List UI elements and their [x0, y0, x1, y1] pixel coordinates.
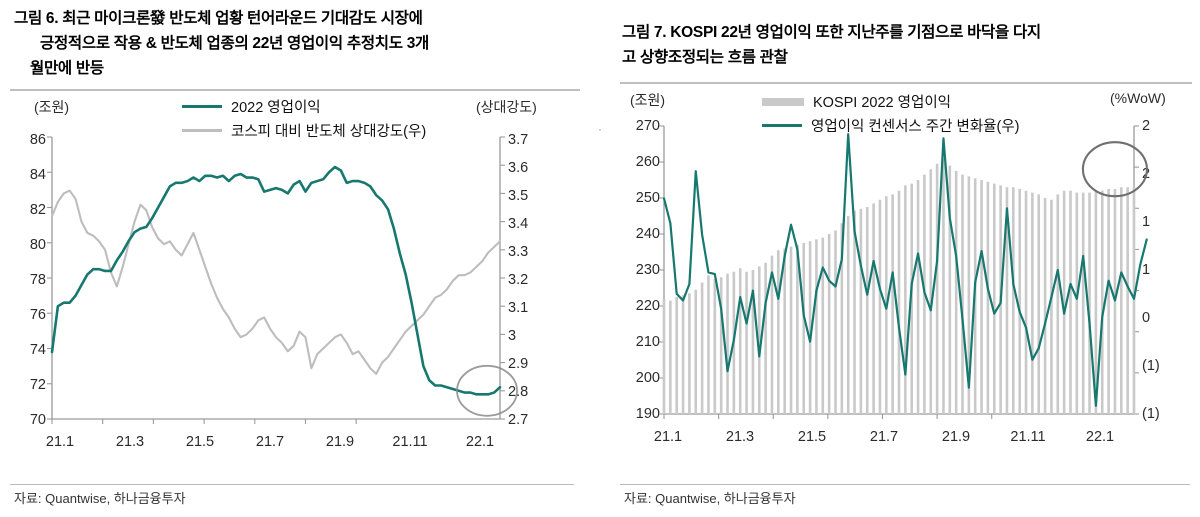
figure-6-plot — [47, 136, 518, 425]
figure-7-plot — [659, 125, 1148, 420]
figure-7-y2tick-3: 1 — [1142, 262, 1151, 279]
figure-7-y2tick-0: (1) — [1142, 406, 1160, 423]
figure-6-xtick-2: 21.5 — [185, 434, 215, 451]
figure-6-ytick-74: 74 — [29, 342, 46, 359]
figure-6-y2tick-2.9: 2.9 — [508, 356, 529, 373]
figure-6-y2tick-3.1: 3.1 — [508, 300, 529, 317]
figure-7-xtick-3: 21.7 — [869, 429, 899, 446]
legend-bar-gray-icon — [762, 97, 804, 106]
figure-6-title-divider — [10, 89, 580, 92]
legend-line-teal-icon — [762, 124, 802, 128]
figure-7-source-divider — [620, 483, 1190, 485]
legend-line-teal-icon — [182, 105, 222, 109]
figure-6-title-line2: 긍정적으로 작용 & 반도체 업종의 22년 영업이익 추정치도 3개 — [40, 35, 429, 53]
figure-6-xtick-5: 21.11 — [392, 434, 428, 451]
figure-6-legend-item-0: 2022 영업이익 — [182, 96, 321, 117]
figure-6-xtick-6: 22.1 — [465, 434, 495, 451]
figure-6-ytick-72: 72 — [29, 377, 46, 394]
figure-6-ytick-84: 84 — [29, 167, 46, 184]
figure-6-y2tick-3.5: 3.5 — [508, 188, 529, 205]
figure-7-xtick-0: 21.1 — [653, 429, 683, 446]
figure-7-source: 자료: Quantwise, 하나금융투자 — [624, 491, 796, 506]
figure-7-title: 그림 7. KOSPI 22년 영업이익 또한 지난주를 기점으로 바닥을 다지… — [612, 0, 1200, 70]
figure-7-y2tick-4: 1 — [1142, 214, 1151, 231]
figure-6-legend-label-0: 2022 영업이익 — [231, 100, 321, 117]
figure-7-xtick-2: 21.5 — [797, 429, 827, 446]
figure-6-title-line1: 그림 6. 최근 마이크론發 반도체 업황 턴어라운드 기대감도 시장에 — [14, 10, 423, 27]
figure-7-ytick-240: 240 — [635, 226, 660, 243]
figure-7-xtick-5: 21.11 — [1010, 429, 1046, 446]
figure-7-left-axis-unit: (조원) — [630, 92, 666, 109]
figure-6-xtick-3: 21.7 — [255, 434, 285, 451]
figure-7-xtick-4: 21.9 — [941, 429, 971, 446]
figure-6-source: 자료: Quantwise, 하나금융투자 — [14, 491, 186, 506]
figure-6-y2tick-3.6: 3.6 — [508, 160, 529, 177]
figure-6-ytick-78: 78 — [29, 272, 46, 289]
figure-7-ytick-210: 210 — [635, 334, 660, 351]
figure-7-panel: 그림 7. KOSPI 22년 영업이익 또한 지난주를 기점으로 바닥을 다지… — [612, 0, 1200, 517]
figure-7-legend-item-1: 영업이익 컨센서스 주간 변화율(우) — [762, 115, 1020, 136]
figure-6-legend-item-1: 코스피 대비 반도체 상대강도(우) — [182, 120, 426, 141]
figure-7-legend-item-0: KOSPI 2022 영업이익 — [762, 91, 951, 112]
figure-6-source-divider — [10, 483, 574, 485]
figure-7-xtick-1: 21.3 — [725, 429, 755, 446]
figure-7-chart: (조원) (%WoW) KOSPI 2022 영업이익 영업이익 컨센서스 주간… — [612, 86, 1200, 445]
figure-6-left-axis-unit: (조원) — [34, 99, 70, 116]
figure-7-legend-label-1: 영업이익 컨센서스 주간 변화율(우) — [811, 119, 1020, 136]
figure-6-y2tick-3: 3 — [508, 328, 517, 345]
figure-7-title-line1: 그림 7. KOSPI 22년 영업이익 또한 지난주를 기점으로 바닥을 다지 — [622, 24, 1041, 41]
figure-6-xtick-1: 21.3 — [115, 434, 145, 451]
figure-6-xtick-4: 21.9 — [325, 434, 355, 451]
figure-7-ytick-250: 250 — [635, 190, 660, 207]
figure-6-right-axis-unit: (상대강도) — [476, 99, 537, 116]
figure-6-legend-label-1: 코스피 대비 반도체 상대강도(우) — [231, 124, 427, 141]
figure-7-ytick-220: 220 — [635, 298, 660, 315]
figure-6-y2tick-3.7: 3.7 — [508, 132, 529, 149]
figure-7-title-divider — [620, 82, 1192, 85]
figure-6-ytick-76: 76 — [29, 307, 46, 324]
figure-7-ytick-270: 270 — [635, 118, 660, 135]
figure-7-ytick-200: 200 — [635, 370, 660, 387]
figure-6-y2tick-3.3: 3.3 — [508, 244, 529, 261]
figure-7-xtick-6: 22.1 — [1085, 429, 1115, 446]
figure-6-title-line3: 월만에 반등 — [30, 60, 104, 78]
figure-6-ytick-70: 70 — [29, 412, 46, 429]
figure-6-y2tick-3.4: 3.4 — [508, 216, 529, 233]
figure-6-y2tick-2.7: 2.7 — [508, 412, 529, 429]
figure-7-ytick-190: 190 — [635, 406, 660, 423]
column-separator-dot: · — [598, 122, 602, 136]
figure-6-title: 그림 6. 최근 마이크론發 반도체 업황 턴어라운드 기대감도 시장에 긍정적… — [0, 0, 588, 81]
figure-7-y2tick-2: 0 — [1142, 310, 1151, 327]
figure-7-ytick-260: 260 — [635, 154, 660, 171]
figure-6-ytick-86: 86 — [29, 132, 46, 149]
figure-6-y2tick-3.2: 3.2 — [508, 272, 529, 289]
figure-6-panel: 그림 6. 최근 마이크론發 반도체 업황 턴어라운드 기대감도 시장에 긍정적… — [0, 0, 588, 517]
figure-6-ytick-82: 82 — [29, 202, 46, 219]
figure-6-ytick-80: 80 — [29, 237, 46, 254]
figure-6-y2tick-2.8: 2.8 — [508, 384, 529, 401]
figure-7-y2tick-1: (1) — [1142, 358, 1160, 375]
figure-7-y2tick-6: 2 — [1142, 118, 1151, 135]
figure-7-ytick-230: 230 — [635, 262, 660, 279]
figure-7-legend-label-0: KOSPI 2022 영업이익 — [813, 95, 951, 112]
figure-6-chart: (조원) (상대강도) 2022 영업이익 코스피 대비 반도체 상대강도(우)… — [0, 93, 588, 450]
figure-7-title-line2: 고 상향조정되는 흐름 관찰 — [622, 49, 788, 67]
legend-line-gray-icon — [182, 129, 222, 133]
figure-6-xtick-0: 21.1 — [45, 434, 75, 451]
figure-7-right-axis-unit: (%WoW) — [1110, 90, 1166, 107]
